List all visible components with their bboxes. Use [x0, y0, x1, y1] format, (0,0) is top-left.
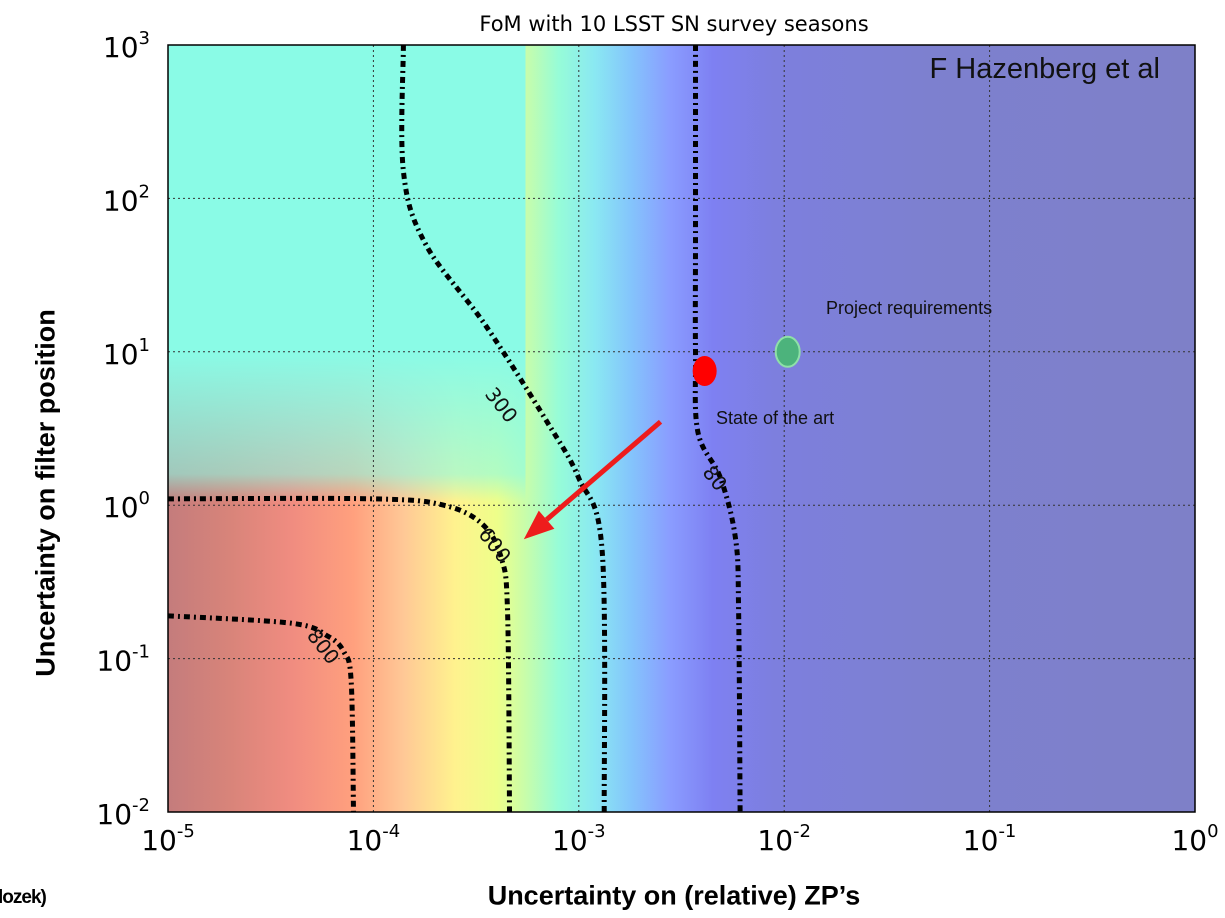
ticks: 10-5 10-4 10-3 10-2 10-1 10010-210-1100101102… [96, 28, 1218, 857]
y-tick-label: 103 [103, 28, 150, 64]
y-tick-label-base: 10 [103, 184, 139, 217]
x-tick-label-exponent: -2 [793, 821, 811, 842]
contour-line-600 [168, 495, 513, 812]
x-tick-label: 10-3 [552, 821, 606, 857]
x-tick-label-base: 10 [347, 824, 383, 857]
x-axis-label: Uncertainty on (relative) ZP’s [487, 880, 861, 911]
x-tick-label: 10-5 [141, 821, 195, 857]
y-tick-label-exponent: -1 [132, 642, 150, 663]
x-tick-label-exponent: -1 [998, 821, 1016, 842]
x-tick-label-base: 10 [1171, 824, 1207, 857]
y-tick-label: 10-2 [96, 795, 150, 831]
y-tick-label-base: 10 [103, 491, 139, 524]
x-tick-label-exponent: 0 [1207, 821, 1218, 842]
y-tick-label-exponent: 1 [139, 335, 150, 356]
y-tick-label: 100 [103, 488, 150, 524]
x-tick-label-base: 10 [141, 824, 177, 857]
credit-text: lozek) [0, 887, 47, 908]
x-tick-label-base: 10 [963, 824, 999, 857]
x-tick-label-base: 10 [757, 824, 793, 857]
y-tick-label-base: 10 [103, 31, 139, 64]
y-tick-label-base: 10 [96, 798, 132, 831]
y-tick-label-base: 10 [96, 645, 132, 678]
state-of-the-art-marker [692, 355, 717, 386]
y-tick-label-base: 10 [103, 338, 139, 371]
project-requirements-label: Project requirements [826, 298, 992, 318]
state-of-the-art-label: State of the art [716, 408, 834, 428]
x-tick-label-base: 10 [552, 824, 588, 857]
trend-arrow-head [523, 510, 555, 540]
y-tick-label: 10-1 [96, 642, 150, 678]
author-annotation: F Hazenberg et al [929, 53, 1160, 85]
x-tick-label-exponent: -3 [588, 821, 606, 842]
project-requirements-marker [774, 335, 801, 368]
contour-line-800 [168, 613, 356, 812]
top-fade-fill [168, 45, 526, 812]
x-tick-label: 10-1 [963, 821, 1017, 857]
x-tick-label-exponent: -4 [382, 821, 400, 842]
x-tick-label: 100 [1171, 821, 1218, 857]
chart-title: FoM with 10 LSST SN survey seasons [479, 12, 868, 36]
x-tick-label-exponent: -5 [177, 821, 195, 842]
y-tick-label-exponent: 0 [139, 488, 150, 509]
markers-layer [523, 335, 801, 540]
contour-line-300 [399, 45, 608, 812]
y-tick-label: 101 [103, 335, 150, 371]
x-tick-label: 10-4 [347, 821, 401, 857]
y-tick-label: 102 [103, 181, 150, 217]
y-tick-label-exponent: 3 [139, 28, 150, 49]
x-tick-label: 10-2 [757, 821, 811, 857]
y-tick-label-exponent: 2 [139, 181, 150, 202]
y-tick-label-exponent: -2 [132, 795, 150, 816]
grid [168, 45, 1195, 812]
y-axis-label: Uncertainty on filter position [30, 309, 61, 677]
plot-frame [167, 44, 1196, 813]
trend-arrow-shaft [544, 419, 663, 522]
